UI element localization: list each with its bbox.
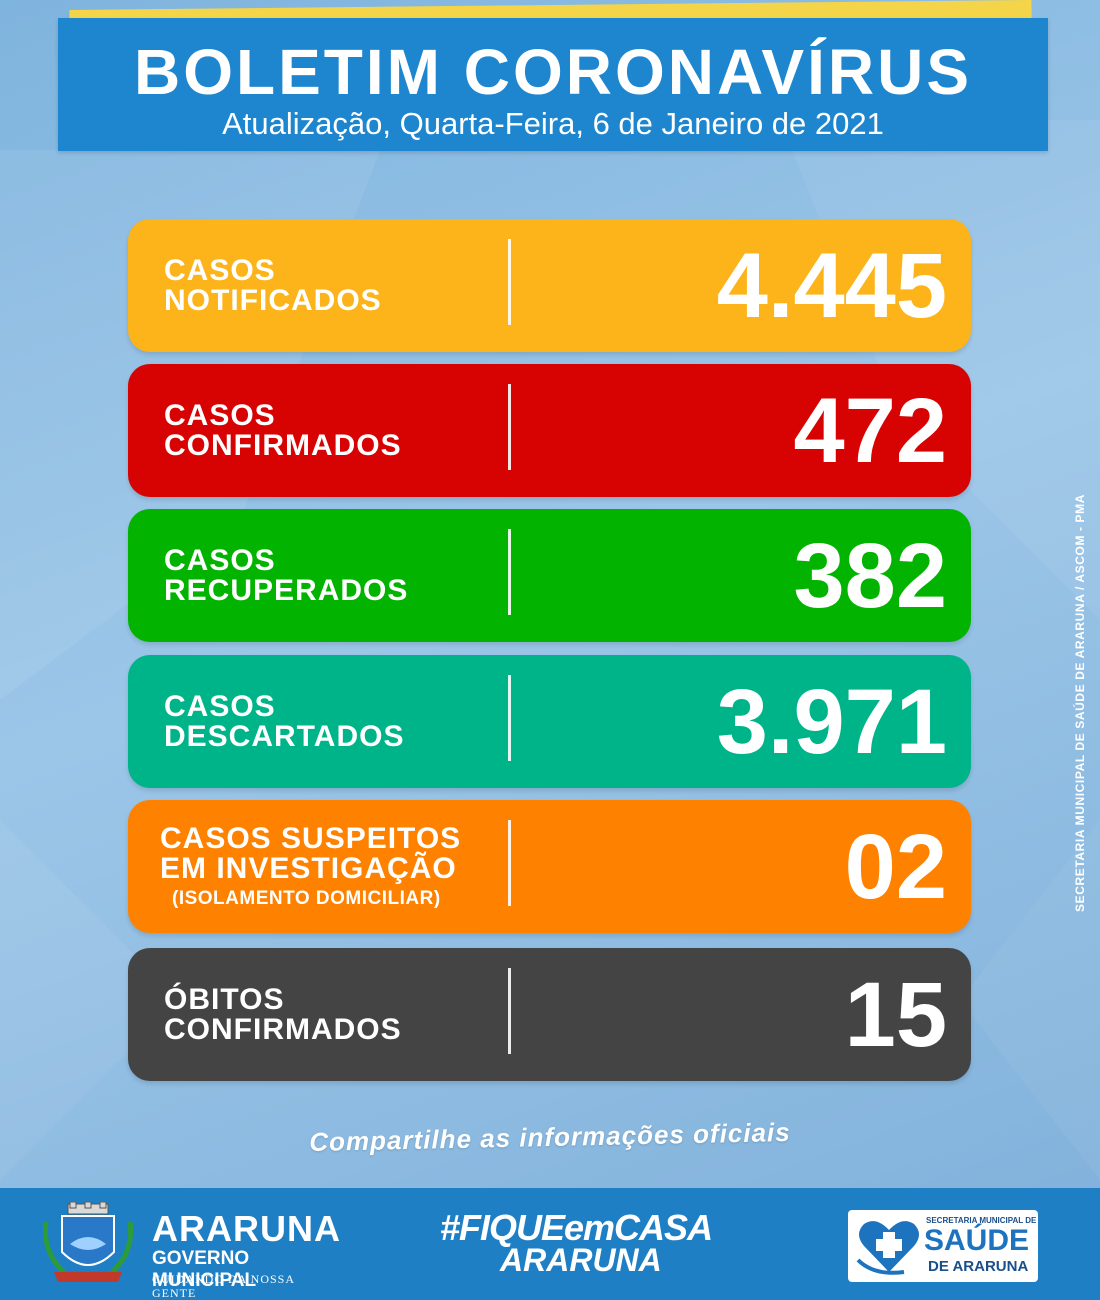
card-value: 472	[793, 379, 948, 482]
card-label: CASOS DESCARTADOS	[164, 655, 404, 788]
card-label-line: DESCARTADOS	[164, 719, 405, 753]
card-value: 3.971	[716, 670, 947, 773]
coat-of-arms-icon	[42, 1202, 134, 1282]
card-label-line: CASOS	[164, 543, 276, 577]
card-label-line: CASOS	[164, 689, 276, 723]
header-banner: BOLETIM CORONAVÍRUS Atualização, Quarta-…	[58, 18, 1048, 151]
secretaria-saude-logo: SECRETARIA MUNICIPAL DE SAÚDE DE ARARUNA	[848, 1210, 1038, 1282]
hashtag-logo: #FIQUEemCASA ARARUNA	[440, 1208, 713, 1288]
brand-name: ARARUNA	[152, 1208, 341, 1249]
card-divider	[508, 239, 511, 325]
footer: ARARUNA GOVERNO MUNICIPAL CUIDANDO DA NO…	[0, 1188, 1100, 1300]
card-obitos-confirmados: ÓBITOS CONFIRMADOS 15	[128, 948, 971, 1081]
card-casos-recuperados: CASOS RECUPERADOS 382	[128, 509, 971, 642]
araruna-logo: ARARUNA GOVERNO MUNICIPAL CUIDANDO DA NO…	[40, 1202, 341, 1300]
card-casos-notificados: CASOS NOTIFICADOS 4.445	[128, 219, 971, 352]
card-label-line: EM INVESTIGAÇÃO	[160, 851, 457, 885]
card-divider	[508, 384, 511, 470]
card-divider	[508, 820, 511, 906]
card-label: ÓBITOS CONFIRMADOS	[164, 948, 402, 1081]
side-credit: SECRETARIA MUNICIPAL DE SAÚDE DE ARARUNA…	[1073, 494, 1087, 912]
brand-tagline: CUIDANDO DA NOSSA GENTE	[152, 1272, 295, 1300]
card-label-line: CONFIRMADOS	[164, 1012, 402, 1046]
brand-subtitle: GOVERNO MUNICIPAL	[152, 1248, 257, 1291]
card-label: CASOS SUSPEITOS EM INVESTIGAÇÃO (ISOLAME…	[160, 800, 461, 933]
hashtag-line: ARARUNA	[500, 1242, 662, 1278]
card-label-line: ÓBITOS	[164, 982, 285, 1016]
card-casos-descartados: CASOS DESCARTADOS 3.971	[128, 655, 971, 788]
secretaria-main-text: SAÚDE	[924, 1224, 1030, 1257]
card-value: 4.445	[716, 234, 947, 337]
card-value: 15	[844, 963, 947, 1066]
card-divider	[508, 675, 511, 761]
card-label-line: RECUPERADOS	[164, 573, 409, 607]
card-label-line: CASOS SUSPEITOS	[160, 821, 462, 855]
card-value: 02	[844, 815, 947, 918]
card-label-line: CASOS	[164, 398, 276, 432]
card-divider	[508, 529, 511, 615]
card-casos-suspeitos: CASOS SUSPEITOS EM INVESTIGAÇÃO (ISOLAME…	[128, 800, 971, 933]
card-label-line: NOTIFICADOS	[164, 283, 382, 317]
card-value: 382	[793, 524, 948, 627]
card-divider	[508, 968, 511, 1054]
heart-hand-icon	[856, 1221, 919, 1275]
card-label: CASOS RECUPERADOS	[164, 509, 408, 642]
card-label-note: (ISOLAMENTO DOMICILIAR)	[172, 887, 441, 909]
page-subtitle: Atualização, Quarta-Feira, 6 de Janeiro …	[222, 106, 884, 141]
card-label-line: CONFIRMADOS	[164, 428, 402, 462]
card-label: CASOS NOTIFICADOS	[164, 219, 382, 352]
page-title: BOLETIM CORONAVÍRUS	[133, 36, 973, 108]
secretaria-bottom-text: DE ARARUNA	[928, 1258, 1029, 1275]
card-label-line: CASOS	[164, 253, 276, 287]
secretaria-top-text: SECRETARIA MUNICIPAL DE	[926, 1216, 1037, 1225]
card-label: CASOS CONFIRMADOS	[164, 364, 402, 497]
hashtag-line: #FIQUEemCASA	[440, 1207, 713, 1248]
card-casos-confirmados: CASOS CONFIRMADOS 472	[128, 364, 971, 497]
